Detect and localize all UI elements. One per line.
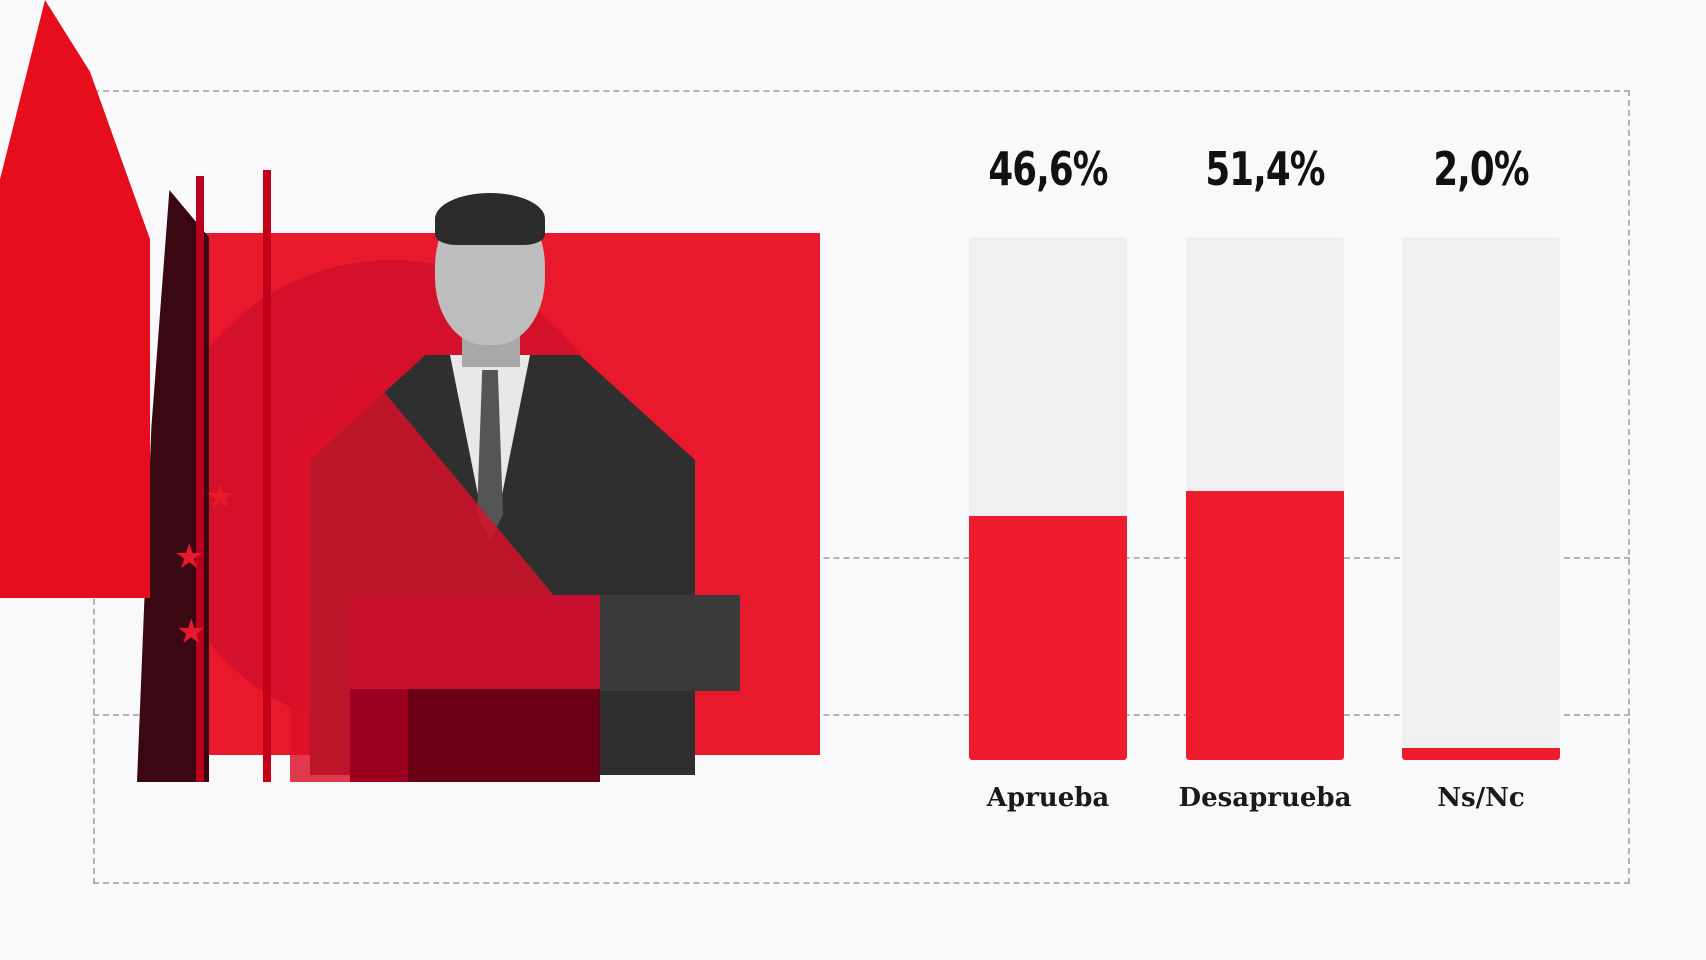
guide-line <box>93 557 1630 559</box>
photo-collage: ★ ★ ★ <box>0 0 840 800</box>
hair <box>435 193 545 245</box>
star-icon: ★ <box>174 538 205 576</box>
flag-pole <box>196 176 204 782</box>
star-icon: ★ <box>205 478 236 516</box>
star-icon: ★ <box>176 613 207 651</box>
spain-flag <box>0 0 150 598</box>
podium-base-shadow <box>408 689 600 782</box>
guide-line <box>93 714 1630 716</box>
flag-pole <box>263 170 271 782</box>
podium-red-overlay <box>350 595 600 691</box>
